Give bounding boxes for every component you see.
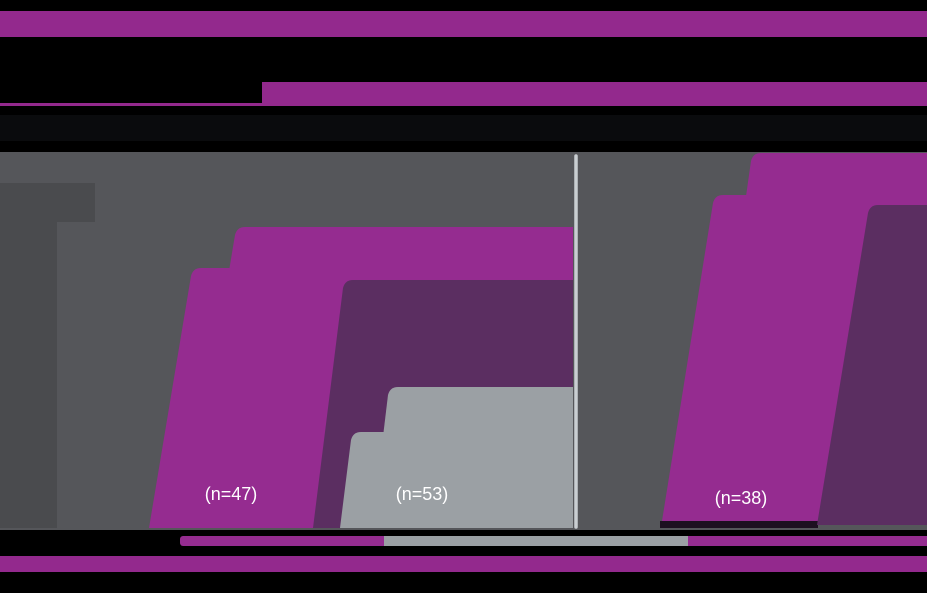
bar-dark-gray-cropped-column — [0, 183, 57, 528]
bar-left-gray-secondary — [340, 432, 573, 528]
legend-segment-purple-1 — [180, 536, 384, 546]
bar-chart-plot-area: (n=47) (n=53) (n=38) — [0, 152, 927, 530]
legend-segment-purple-2 — [688, 536, 927, 546]
subheader-dark-band — [0, 115, 927, 141]
legend-segment-gray — [384, 536, 688, 546]
cohort-label-n53: (n=53) — [396, 484, 449, 504]
top-header-bar — [0, 11, 927, 37]
tab-underline-bar — [0, 103, 262, 106]
cohort-label-n38: (n=38) — [715, 488, 768, 508]
right-bar-under-shadow — [660, 521, 818, 528]
bar-right-dark-purple — [817, 205, 927, 525]
cohort-label-n47: (n=47) — [205, 484, 258, 504]
tab-highlight-bar — [262, 82, 927, 106]
footer-bar — [0, 556, 927, 572]
